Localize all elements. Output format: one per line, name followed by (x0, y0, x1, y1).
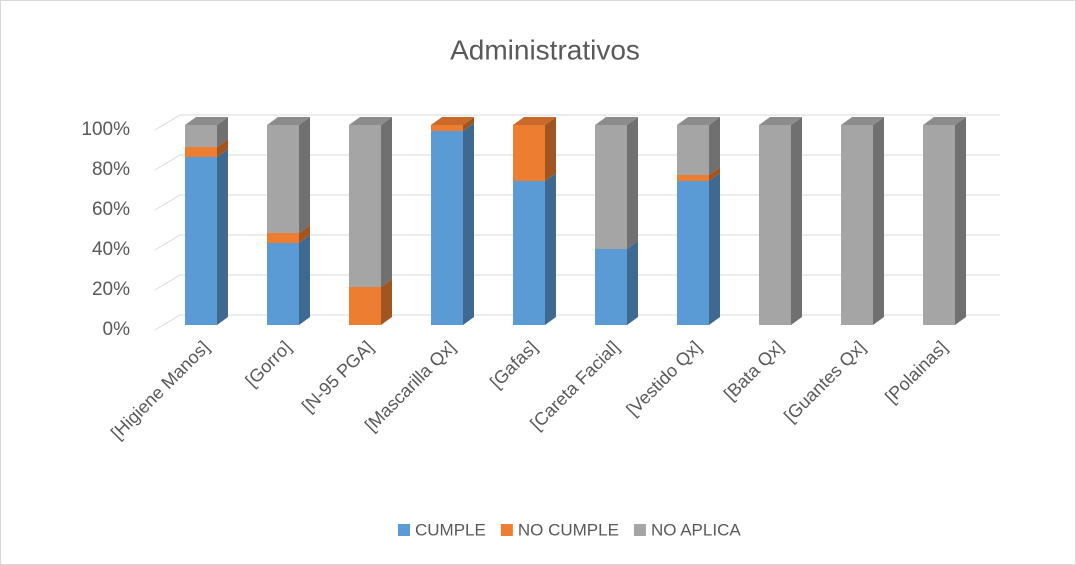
bar (513, 125, 545, 181)
bar-side (791, 117, 802, 325)
grid-line (154, 234, 1000, 251)
bar (759, 125, 791, 325)
bar-side (709, 167, 720, 181)
bar-side (299, 225, 310, 243)
bar (431, 131, 463, 325)
bar (185, 125, 217, 147)
bar (677, 175, 709, 181)
bar-top (677, 117, 720, 125)
grid-line (154, 314, 1000, 331)
bar (267, 125, 299, 233)
bar-top (513, 117, 556, 125)
bar-top (595, 117, 638, 125)
bar-top (349, 117, 392, 125)
bar-side (709, 173, 720, 325)
bar-side (217, 139, 228, 157)
bar-side (627, 117, 638, 249)
bar (267, 233, 299, 243)
bar-side (545, 173, 556, 325)
bar (185, 147, 217, 157)
bar-top (923, 117, 966, 125)
legend-swatch (633, 524, 646, 536)
legend-swatch (500, 524, 513, 536)
bar-side (873, 117, 884, 325)
bar-side (545, 117, 556, 181)
bar-side (463, 117, 474, 131)
y-tick-label: 0% (103, 319, 131, 340)
bar-top (267, 117, 310, 125)
bar (513, 181, 545, 325)
bar (677, 125, 709, 175)
bar-top (841, 117, 884, 125)
bar (923, 125, 955, 325)
bar (267, 243, 299, 325)
bar (185, 157, 217, 325)
y-tick-label: 80% (92, 159, 130, 180)
bar-side (463, 123, 474, 325)
bar-side (381, 279, 392, 325)
bar (431, 125, 463, 131)
y-tick-label: 20% (92, 279, 130, 300)
y-tick-label: 100% (81, 119, 130, 140)
bar-side (299, 235, 310, 325)
legend-label: CUMPLE (415, 520, 486, 539)
bar-side (217, 149, 228, 325)
bar-top (185, 117, 228, 125)
bar-side (709, 117, 720, 175)
legend-label: NO APLICA (651, 520, 741, 539)
chart-title: Administrativos (450, 34, 640, 65)
bar-side (381, 117, 392, 287)
grid-line (154, 194, 1000, 211)
y-tick-label: 60% (92, 199, 130, 220)
grid-line (154, 154, 1000, 171)
y-tick-label: 40% (92, 239, 130, 260)
bar-top (431, 117, 474, 125)
grid-line (154, 274, 1000, 291)
bar-top (759, 117, 802, 125)
bar-side (955, 117, 966, 325)
bar (349, 125, 381, 287)
bar (841, 125, 873, 325)
grid-line (154, 114, 1000, 131)
legend-swatch (398, 524, 410, 536)
bar-side (627, 241, 638, 325)
bar (677, 181, 709, 325)
bar (349, 287, 381, 325)
bar-side (217, 117, 228, 147)
bar (595, 125, 627, 249)
legend-label: NO CUMPLE (518, 520, 619, 539)
bar-side (299, 117, 310, 233)
bar (595, 249, 627, 325)
